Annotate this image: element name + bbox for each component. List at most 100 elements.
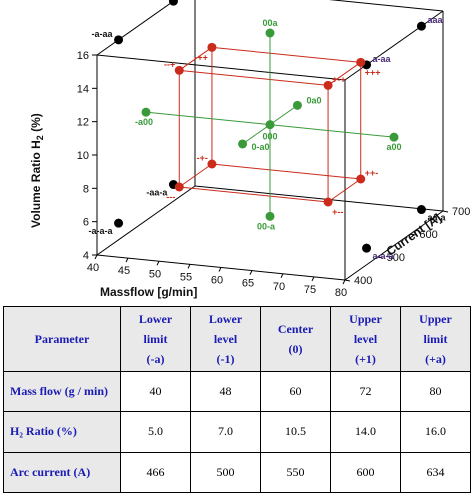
z-tick-label: 6 (83, 217, 89, 229)
point-label: -++ (194, 52, 208, 62)
point-labels: -a-a-aa-a-a-aa-aaa-a-a-aaa-aa-aaaaaa---+… (89, 0, 447, 261)
data-point (174, 65, 184, 75)
x-tick (94, 254, 98, 260)
bounding-box (96, 0, 444, 281)
z-tick-label: 4 (83, 250, 89, 262)
table-cell: 16.0 (400, 411, 471, 453)
point-label: aa-a (427, 213, 446, 223)
point-label: aaa (427, 15, 443, 25)
table-cell: 10.5 (260, 411, 331, 453)
x-tick (311, 276, 315, 282)
table-cell: 72 (330, 370, 401, 413)
x-tick (218, 267, 222, 272)
data-point (265, 211, 275, 221)
header-lower-limit: Lower limit (-a) (120, 306, 191, 372)
header-parameter: Parameter (3, 306, 121, 372)
x-tick-label: 50 (149, 268, 161, 280)
box-edge (328, 0, 444, 12)
table-cell: 7.0 (190, 411, 261, 453)
y-tick-label: 500 (387, 252, 405, 264)
cube-edge (327, 61, 362, 86)
row-label: Arc current (A) (3, 451, 121, 494)
y-tick (410, 233, 416, 236)
header-lower-level: Lower level (-1) (190, 306, 261, 372)
point-label: a00 (386, 142, 401, 152)
y-tick-label: 400 (354, 275, 372, 287)
box-edge (344, 10, 444, 81)
point-label: 000 (262, 132, 277, 142)
row-label: Mass flow (g / min) (3, 370, 121, 413)
x-tick-label: 60 (211, 275, 223, 287)
x-tick-label: 75 (304, 284, 316, 296)
x-axis-label: Massflow [g/min] (100, 285, 197, 299)
box-edge (96, 0, 176, 56)
z-tick-label: 12 (77, 117, 89, 129)
y-tick-label: 700 (452, 206, 470, 218)
box-edge (96, 54, 346, 81)
z-tick-label: 10 (77, 150, 89, 162)
data-point (174, 182, 184, 192)
header-upper-level: Upper level (+1) (330, 306, 401, 372)
header-center: Center (0) (260, 306, 331, 372)
cube-edge (179, 69, 329, 86)
x-tick-label: 65 (242, 278, 254, 290)
x-tick (156, 261, 160, 266)
x-tick (342, 279, 346, 285)
data-point (207, 159, 217, 169)
data-point (292, 100, 302, 110)
data-point (141, 107, 151, 117)
cube-edge (179, 186, 329, 203)
point-label: 0-a0 (252, 142, 270, 152)
x-tick (125, 257, 129, 263)
data-point (389, 132, 399, 142)
x-tick-label: 40 (87, 262, 99, 274)
point-label: +-+ (332, 74, 346, 84)
table-cell: 5.0 (120, 411, 191, 453)
table-cell: 40 (120, 370, 191, 413)
data-point (265, 120, 275, 130)
x-tick (280, 273, 284, 278)
point-label: +-- (332, 207, 343, 217)
point-label: 0a0 (306, 95, 321, 105)
table-cell: 550 (260, 451, 331, 494)
cube-edge (327, 178, 362, 203)
z-axis-label: Volume Ratio H2 (%) (29, 113, 45, 228)
x-tick-label: 55 (180, 271, 192, 283)
y-tick (377, 256, 383, 259)
data-point (416, 21, 426, 31)
point-label: a-a-a (373, 251, 395, 261)
y-tick (344, 279, 351, 282)
box-edge (344, 210, 444, 281)
point-label: +++ (365, 67, 381, 77)
point-label: -aa-a (146, 188, 168, 198)
table-cell: 500 (190, 451, 261, 494)
point-label: -a00 (135, 117, 153, 127)
y-tick (442, 210, 449, 213)
table-row-arc-current: Arc current (A) 466 500 550 600 634 (3, 451, 471, 494)
data-point (356, 57, 366, 67)
data-point (238, 139, 248, 149)
data-point (114, 35, 124, 45)
point-label: --+ (164, 59, 175, 69)
data-point (362, 243, 372, 253)
parameter-levels-table: Parameter Lower limit (-a) Lower level (-1) … (3, 306, 471, 494)
header-upper-limit: Upper limit (+a) (400, 306, 471, 372)
data-point (265, 28, 275, 38)
box-edge (194, 185, 444, 212)
data-point (416, 205, 426, 215)
data-points (114, 0, 426, 253)
point-label: -a-aa (92, 29, 114, 39)
x-tick-label: 70 (273, 281, 285, 293)
table-cell: 466 (120, 451, 191, 494)
cube-edge (211, 46, 361, 63)
data-point (323, 197, 333, 207)
point-label: --- (166, 192, 175, 202)
box-edge (96, 185, 196, 256)
table-cell: 48 (190, 370, 261, 413)
point-label: ++- (365, 168, 379, 178)
z-tick-label: 14 (77, 83, 89, 95)
table-row-massflow: Mass flow (g / min) 40 48 60 72 80 (3, 370, 471, 413)
row-label: H₂ Ratio (%) (3, 411, 121, 453)
y-tick-label: 600 (419, 229, 437, 241)
data-point (207, 42, 217, 52)
